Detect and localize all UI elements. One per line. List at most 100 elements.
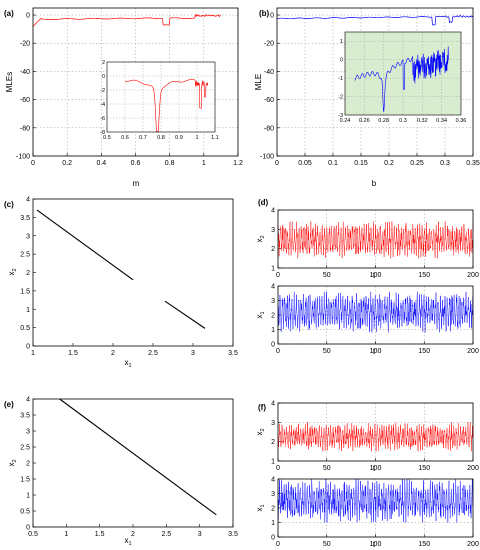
inset-y-tick-label: 0 xyxy=(102,74,105,80)
y-tick-label: 3 xyxy=(26,233,30,240)
y-axis-label-b-main: MLE xyxy=(254,74,263,90)
y-tick-label: 1.5 xyxy=(20,288,30,295)
x-tick-label: 50 xyxy=(323,541,331,548)
inset-y-tick-label: -4 xyxy=(100,102,105,108)
y-axis-label-c: x2 xyxy=(7,268,18,275)
x-axis-label-e-main: x xyxy=(124,536,128,545)
x-tick-label: 200 xyxy=(467,348,479,355)
y-axis-label-e-main: x xyxy=(7,463,16,467)
y-tick-label: 4 xyxy=(26,197,30,204)
series-line-a xyxy=(32,14,221,27)
x-tick-label: 3 xyxy=(198,531,202,538)
x-tick-label: 0.05 xyxy=(298,160,312,167)
inset-x-tick-label: 0.24 xyxy=(340,118,351,124)
x-tick-label: 1.5 xyxy=(95,531,105,538)
x-axis-label-e-sub: 1 xyxy=(128,541,131,547)
x-axis-label-d_bottom-main: t xyxy=(373,347,376,356)
x-tick-label: 1.2 xyxy=(233,160,243,167)
inset-a: 0.5 0.6 0.7 0.8 0.9 1 1.1 2 0 -2 -4 -6 -8 xyxy=(100,60,219,141)
plot-area-c xyxy=(33,199,233,346)
y-tick-label: -100 xyxy=(16,154,30,161)
x-tick-label: 0.6 xyxy=(131,160,141,167)
inset-y-tick-label: 1 xyxy=(340,39,343,45)
y-tick-label: 0 xyxy=(271,535,275,542)
y-tick-label: 2 xyxy=(271,506,275,513)
x-axis-label-d_top: t xyxy=(373,271,376,280)
x-tick-label: 0 xyxy=(276,348,280,355)
plot-frame-f_top xyxy=(277,402,474,462)
x-axis-label-c-sub: 1 xyxy=(128,363,131,369)
y-tick-label: 4 xyxy=(271,401,275,408)
y-axis-label-d_top: x2 xyxy=(255,235,266,242)
x-tick-label: 0 xyxy=(31,160,35,167)
panel-label-f_top: (f) xyxy=(258,403,266,412)
y-tick-label: 2.5 xyxy=(20,445,30,452)
x-tick-label: 0.3 xyxy=(440,160,450,167)
y-tick-label: -20 xyxy=(20,41,30,48)
panel-label-e: (e) xyxy=(4,400,14,409)
x-tick-label: 0.8 xyxy=(165,160,175,167)
y-tick-label: -60 xyxy=(264,97,274,104)
y-axis-label-d_bottom-main: x xyxy=(255,315,264,319)
x-tick-label: 100 xyxy=(370,272,382,279)
y-tick-label: 0.5 xyxy=(20,325,30,332)
y-axis-label-a-main: MLEs xyxy=(5,72,14,92)
y-axis-label-e-sub: 2 xyxy=(12,459,18,462)
inset-data-a xyxy=(125,79,209,132)
y-tick-label: 2 xyxy=(26,461,30,468)
inset-y-tick-label: 2 xyxy=(102,60,105,66)
x-tick-label: 0.4 xyxy=(96,160,106,167)
x-axis-label-b: b xyxy=(372,179,377,188)
inset-series-line-a xyxy=(125,79,209,132)
y-tick-label: 4 xyxy=(271,208,275,215)
y-tick-label: 1 xyxy=(26,307,30,314)
inset-y-tick-label: -2 xyxy=(338,95,343,101)
x-tick-label: 0 xyxy=(275,160,279,167)
y-axis-label-f_top-main: x xyxy=(255,432,264,436)
x-tick-label: 150 xyxy=(418,348,430,355)
inset-area-a xyxy=(107,62,215,132)
data-f_bottom xyxy=(277,478,474,523)
y-axis-label-e: x2 xyxy=(7,459,18,466)
series-line-b xyxy=(276,15,474,26)
y-tick-label: 1.5 xyxy=(20,477,30,484)
y-tick-label: 2.5 xyxy=(20,252,30,259)
data-b xyxy=(276,15,474,26)
y-axis-label-d_bottom: x1 xyxy=(255,311,266,318)
plot-area-e xyxy=(33,399,233,527)
plot-frame-e xyxy=(32,398,234,528)
x-tick-label: 150 xyxy=(418,272,430,279)
inset-y-tick-label: -3 xyxy=(338,113,343,119)
x-tick-label: 0 xyxy=(276,541,280,548)
x-tick-label: 1 xyxy=(64,531,68,538)
y-tick-label: 3 xyxy=(271,420,275,427)
panel-label-c: (c) xyxy=(4,200,14,209)
inset-data-b xyxy=(354,46,449,112)
x-tick-label: 100 xyxy=(370,348,382,355)
series-line-d_top xyxy=(277,221,474,259)
inset-x-tick-label: 1.1 xyxy=(211,135,219,141)
x-tick-label: 0 xyxy=(276,272,280,279)
y-tick-label: 3 xyxy=(271,227,275,234)
x-axis-label-d_bottom: t xyxy=(373,347,376,356)
series-line-d_bottom xyxy=(277,291,474,333)
x-tick-label: 0.15 xyxy=(354,160,368,167)
x-tick-label: 2 xyxy=(111,350,115,357)
x-tick-label: 3.5 xyxy=(228,350,238,357)
y-tick-label: 2 xyxy=(271,439,275,446)
x-tick-label: 150 xyxy=(418,465,430,472)
y-axis-label-c-main: x xyxy=(7,272,16,276)
y-tick-label: 0 xyxy=(26,344,30,351)
y-tick-label: 4 xyxy=(271,477,275,484)
y-tick-label: 0 xyxy=(271,342,275,349)
x-axis-label-e: x1 xyxy=(124,536,131,547)
series-line-f_top xyxy=(277,422,474,452)
x-axis-label-d_top-main: t xyxy=(373,271,376,280)
y-tick-label: -80 xyxy=(20,125,30,132)
x-tick-label: 1 xyxy=(202,160,206,167)
inset-y-tick-label: -8 xyxy=(100,130,105,136)
inset-series-line-b xyxy=(354,46,449,112)
